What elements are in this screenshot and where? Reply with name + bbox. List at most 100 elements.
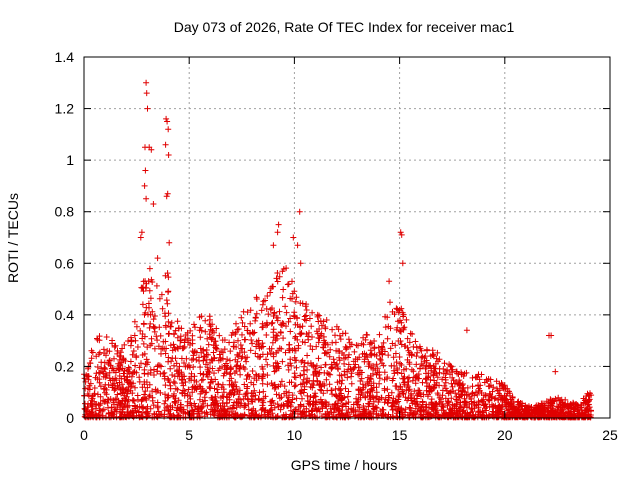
data-point-marker [439,376,446,383]
data-point-marker [126,412,133,419]
data-point-marker [91,385,98,391]
data-point-marker [269,283,276,290]
data-point-marker [139,301,146,308]
data-point-marker [329,326,336,333]
data-point-marker [381,387,388,394]
data-point-marker [440,407,447,414]
data-point-marker [264,372,271,379]
data-point-marker [387,299,393,306]
data-point-marker [259,351,266,358]
data-point-marker [381,369,388,376]
data-point-marker [274,360,281,367]
data-point-marker [184,329,191,336]
data-point-marker [457,380,464,387]
data-point-marker [293,357,300,364]
data-point-marker [337,392,343,399]
data-point-marker [359,351,366,357]
data-point-marker [131,398,138,404]
data-point-marker [247,347,254,354]
data-point-marker [259,380,266,387]
data-point-marker [429,352,436,358]
data-point-marker [299,395,305,402]
data-point-marker [398,231,405,238]
data-point-marker [155,343,162,350]
data-point-marker [111,344,118,350]
data-point-marker [279,414,286,421]
data-point-marker [292,321,299,328]
data-point-marker [379,360,385,367]
data-point-marker [249,368,256,374]
data-point-marker [432,403,439,410]
data-point-marker [328,365,335,372]
data-point-marker [225,406,232,412]
data-point-marker [531,414,538,421]
data-point-marker [195,408,202,415]
data-point-marker [414,349,421,356]
data-point-marker [158,291,165,298]
data-point-marker [148,276,155,283]
data-point-marker [140,404,147,411]
data-point-marker [106,375,113,382]
data-point-marker [402,406,409,413]
data-point-marker [481,414,488,421]
data-point-marker [197,334,204,341]
data-point-marker [287,315,294,322]
data-point-marker [93,370,100,377]
data-point-marker [209,321,216,328]
data-point-marker [283,400,290,407]
data-point-marker [106,357,113,364]
data-point-marker [118,359,125,366]
data-point-marker [260,406,266,413]
data-point-marker [492,395,499,402]
data-point-marker [504,407,511,414]
data-point-marker [570,400,577,407]
data-point-marker [313,373,320,380]
data-point-marker [448,380,455,387]
data-point-marker [264,293,271,299]
data-point-marker [424,409,431,416]
data-point-marker [171,390,177,397]
data-point-marker [119,397,126,404]
data-point-marker [125,364,132,371]
data-point-marker [306,401,313,408]
axes: 0 0.2 0.4 0.6 0.8 1 1.2 1.4 0 5 10 15 20 25 [55,49,618,443]
data-point-marker [248,379,255,386]
data-point-marker [82,406,89,413]
data-point-marker [236,391,243,398]
data-point-marker [395,394,402,400]
data-point-marker [248,407,255,414]
data-point-marker [207,385,214,392]
data-point-marker [260,399,267,406]
data-point-marker [299,300,306,307]
data-point-marker [165,288,172,295]
data-point-marker [355,342,361,349]
data-point-marker [206,313,213,320]
data-point-marker [205,351,211,358]
data-point-marker [495,390,502,397]
data-point-marker [172,327,179,334]
data-point-marker [280,286,287,293]
data-point-marker [127,387,134,394]
data-point-marker [335,326,342,333]
data-point-marker [270,362,277,369]
data-point-marker [265,411,272,418]
y-tick-label: 0.8 [55,204,75,220]
data-point-marker [116,399,123,406]
data-point-marker [378,343,385,350]
data-point-marker [195,403,202,410]
data-point-marker [421,408,427,415]
chart-title: Day 073 of 2026, Rate Of TEC Index for r… [174,19,515,35]
data-point-marker [263,356,269,363]
data-point-marker [96,379,103,386]
data-point-marker [97,369,103,376]
data-point-marker [154,403,161,410]
data-point-marker [416,343,423,350]
data-point-marker [221,403,228,410]
data-point-marker [370,370,376,377]
data-point-marker [385,352,392,359]
data-point-marker [85,364,92,370]
data-point-marker [241,402,248,409]
data-point-marker [317,332,324,339]
data-point-marker [89,408,96,415]
data-point-marker [151,414,158,421]
